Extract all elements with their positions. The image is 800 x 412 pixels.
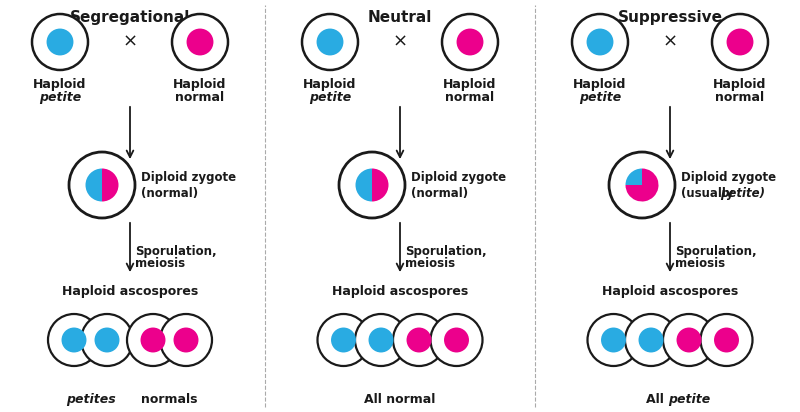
Text: Diploid zygote: Diploid zygote [411,171,506,184]
Text: Haploid: Haploid [303,78,357,91]
Circle shape [442,14,498,70]
Text: Haploid ascospores: Haploid ascospores [62,285,198,298]
Text: Suppressive: Suppressive [618,10,722,25]
Circle shape [726,28,754,56]
Circle shape [32,14,88,70]
Circle shape [48,314,100,366]
Circle shape [625,314,677,366]
Text: petite: petite [668,393,710,406]
Circle shape [62,328,86,353]
Circle shape [430,314,482,366]
Text: Haploid: Haploid [574,78,626,91]
Text: Diploid zygote: Diploid zygote [141,171,236,184]
Circle shape [355,314,407,366]
Circle shape [677,328,702,353]
Text: Sporulation,: Sporulation, [675,245,757,258]
Text: All: All [646,393,668,406]
Text: Sporulation,: Sporulation, [135,245,217,258]
Text: (usually: (usually [681,187,738,200]
Text: Neutral: Neutral [368,10,432,25]
Text: Haploid ascospores: Haploid ascospores [332,285,468,298]
Circle shape [339,152,405,218]
Text: Haploid: Haploid [174,78,226,91]
Wedge shape [355,169,372,201]
Circle shape [318,314,370,366]
Circle shape [141,328,166,353]
Text: Haploid: Haploid [34,78,86,91]
Circle shape [331,328,356,353]
Circle shape [94,328,119,353]
Text: Haploid ascospores: Haploid ascospores [602,285,738,298]
Circle shape [638,328,663,353]
Circle shape [572,14,628,70]
Text: ×: × [122,33,138,51]
Circle shape [172,14,228,70]
Text: Haploid: Haploid [443,78,497,91]
Circle shape [393,314,445,366]
Text: normal: normal [715,91,765,104]
Circle shape [586,28,614,56]
Text: Diploid zygote: Diploid zygote [681,171,776,184]
Circle shape [317,28,343,56]
Circle shape [601,328,626,353]
Text: normal: normal [175,91,225,104]
Circle shape [714,328,739,353]
Text: All normal: All normal [364,393,436,406]
Text: petite): petite) [720,187,765,200]
Wedge shape [626,169,642,185]
Wedge shape [102,169,118,201]
Text: Sporulation,: Sporulation, [405,245,486,258]
Text: ×: × [662,33,678,51]
Text: (normal): (normal) [141,187,198,200]
Circle shape [160,314,212,366]
Circle shape [186,28,214,56]
Circle shape [587,314,639,366]
Circle shape [663,314,715,366]
Circle shape [46,28,74,56]
Circle shape [69,152,135,218]
Text: (normal): (normal) [411,187,468,200]
Circle shape [457,28,483,56]
Text: ×: × [393,33,407,51]
Circle shape [127,314,179,366]
Text: normals: normals [142,393,198,406]
Circle shape [369,328,394,353]
Circle shape [81,314,133,366]
Circle shape [406,328,431,353]
Circle shape [302,14,358,70]
Text: meiosis: meiosis [675,257,725,270]
Text: petite: petite [579,91,621,104]
Circle shape [712,14,768,70]
Wedge shape [626,169,658,201]
Circle shape [609,152,675,218]
Text: Haploid: Haploid [714,78,766,91]
Circle shape [701,314,753,366]
Circle shape [444,328,469,353]
Circle shape [174,328,198,353]
Wedge shape [86,169,102,201]
Text: normal: normal [446,91,494,104]
Wedge shape [372,169,389,201]
Text: petites: petites [66,393,115,406]
Text: petite: petite [309,91,351,104]
Text: meiosis: meiosis [405,257,455,270]
Text: meiosis: meiosis [135,257,185,270]
Text: petite: petite [39,91,81,104]
Text: Segregational: Segregational [70,10,190,25]
